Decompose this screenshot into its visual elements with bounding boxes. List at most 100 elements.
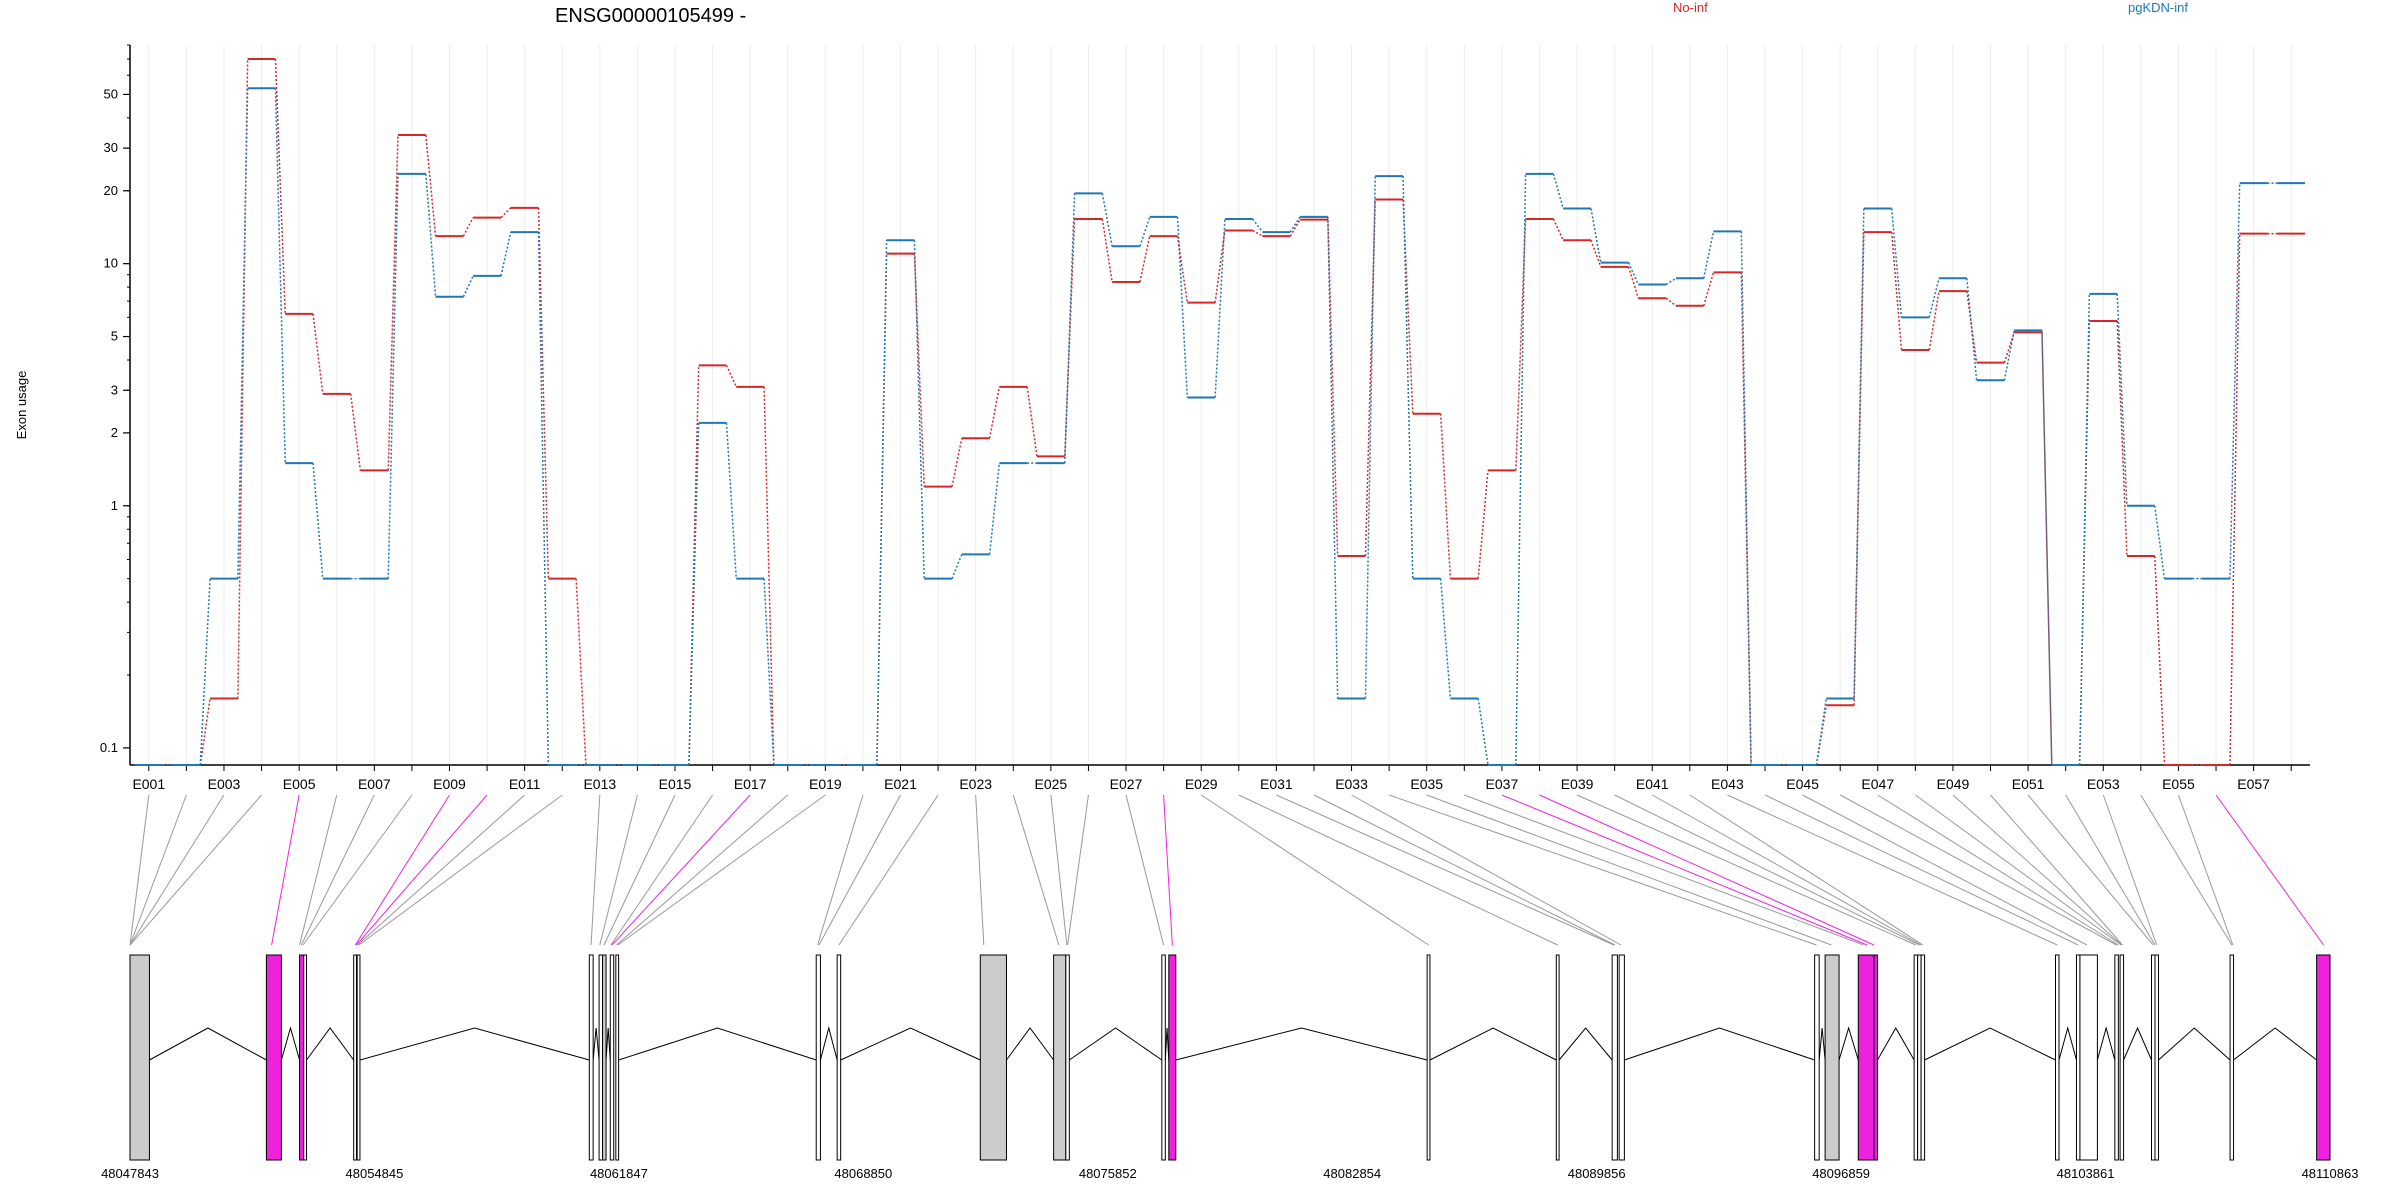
series-connector: [1890, 208, 1903, 318]
series-connector: [1552, 218, 1564, 241]
series-connector: [725, 365, 737, 388]
series-connector: [1928, 291, 1940, 351]
series-connector: [1364, 176, 1376, 699]
series-connector: [1252, 229, 1263, 237]
intron-line: [1006, 1027, 1055, 1061]
series-connector: [1665, 277, 1677, 286]
x-tick-label: E043: [1711, 776, 1744, 792]
exon-connector: [1067, 794, 1089, 946]
series-connector: [1402, 176, 1414, 579]
series-connector: [2154, 505, 2166, 579]
series-connector: [500, 231, 512, 277]
series-connector: [2116, 320, 2128, 557]
series-connector: [537, 232, 550, 766]
coordinate-label: 48061847: [590, 1166, 648, 1181]
intron-line: [1069, 1027, 1163, 1061]
intron-line: [1838, 1026, 1859, 1061]
exon-box: [609, 954, 615, 1161]
series-connector: [988, 463, 1001, 555]
series-connector: [763, 578, 775, 766]
intron-line: [149, 1027, 267, 1061]
exon-connector: [1651, 794, 1922, 946]
series-connector: [951, 438, 963, 487]
x-tick-label: E053: [2087, 776, 2120, 792]
exon-connector: [611, 794, 751, 946]
exon-box: [1426, 954, 1431, 1161]
series-connector: [274, 88, 286, 464]
x-tick-label: E025: [1035, 776, 1068, 792]
exon-tick-labels: E001 E003 E005 E007 E009 E011 E013 E015 E017 E019…: [132, 776, 2270, 792]
series-connector: [199, 698, 211, 766]
series-connector: [1139, 216, 1151, 247]
exon-box: [2114, 954, 2119, 1161]
x-tick-label: E039: [1561, 776, 1594, 792]
intron-line: [1164, 1027, 1170, 1061]
series-connector: [1703, 231, 1715, 279]
intron-line: [2096, 1026, 2116, 1061]
series-connector: [1327, 216, 1339, 699]
exon-connector: [1727, 794, 2058, 946]
exon-connector: [1802, 794, 2088, 946]
exon-connector: [617, 794, 826, 946]
series-connector: [237, 88, 249, 579]
intron-line: [1924, 1027, 2056, 1061]
intron-line: [359, 1027, 590, 1061]
coordinate-label: 48068850: [834, 1166, 892, 1181]
intron-line: [2123, 1026, 2152, 1061]
exon-connector: [1689, 794, 1924, 946]
exon-box: [1873, 954, 1878, 1161]
y-tick-label: 0.1: [100, 740, 118, 755]
series-connector: [2078, 293, 2091, 766]
exon-connector: [129, 794, 225, 946]
exon-box: [2075, 954, 2081, 1161]
coordinate-label: 48082854: [1323, 1166, 1381, 1181]
exon-connector: [1050, 794, 1068, 946]
series-connector: [1439, 413, 1452, 579]
exon-connector: [1614, 794, 1920, 946]
series-connector: [387, 134, 399, 471]
exon-connector: [2215, 794, 2325, 946]
coordinate-label: 48047843: [101, 1166, 159, 1181]
exon-box: [1920, 954, 1926, 1161]
exon-box: [356, 954, 361, 1161]
exon-connector: [300, 794, 375, 946]
series-connector: [1214, 218, 1226, 398]
coordinate-label: 48075852: [1079, 1166, 1137, 1181]
series-connector: [2229, 183, 2241, 579]
exon-connector: [1990, 794, 2123, 946]
series-connector: [1176, 235, 1189, 303]
series-connector: [1214, 230, 1226, 303]
series-connector: [2154, 556, 2166, 766]
series-connector: [1552, 173, 1564, 209]
exon-connector: [302, 794, 413, 946]
series-connector: [1289, 219, 1301, 237]
exon-connector: [599, 794, 638, 946]
series-connector: [1252, 218, 1264, 233]
series-connector: [1740, 231, 1752, 766]
exon-box: [1618, 954, 1625, 1161]
exon-box: [1053, 954, 1067, 1161]
x-tick-label: E007: [358, 776, 391, 792]
series-connector: [1853, 208, 1865, 699]
exon-box: [598, 954, 604, 1161]
exon-box: [265, 954, 282, 1161]
exon-connector: [838, 794, 939, 946]
exon-box: [815, 954, 821, 1161]
series-connector: [1477, 698, 1489, 766]
exon-connector: [1576, 794, 1917, 946]
exon-connector: [1200, 794, 1429, 946]
intron-line: [1558, 1027, 1613, 1061]
series-connector: [575, 578, 587, 766]
series-connector: [763, 386, 775, 766]
series-connector: [1590, 208, 1602, 263]
exon-connector: [1313, 794, 1616, 946]
exon-box: [1168, 954, 1177, 1161]
series-connector: [199, 578, 211, 766]
series-connector: [500, 207, 512, 219]
exon-connector: [1464, 794, 1864, 946]
intron-line: [1818, 1027, 1826, 1061]
exon-box: [1917, 954, 1922, 1161]
series-connector: [462, 217, 474, 237]
exon-connector: [1351, 794, 1622, 946]
exon-connector: [2065, 794, 2156, 946]
